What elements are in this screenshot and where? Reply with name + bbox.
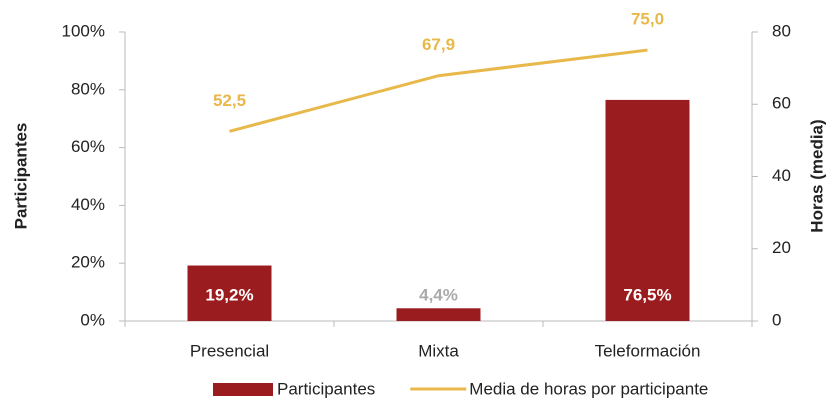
x-tick-label: Presencial [190, 341, 269, 360]
y-tick-label: 0% [80, 310, 105, 329]
y2-tick-label: 40 [772, 166, 791, 185]
bar [187, 265, 272, 321]
data-label: 4,4% [419, 285, 458, 304]
y-tick-label: 80% [71, 79, 105, 98]
bar [396, 308, 481, 321]
y-tick-label: 60% [71, 137, 105, 156]
data-label: 52,5 [213, 91, 246, 110]
y2-axis-label: Horas (media) [807, 119, 826, 232]
y2-tick-label: 80 [772, 21, 791, 40]
line [229, 48, 648, 133]
data-label: 67,9 [422, 35, 455, 54]
y-tick-label: 40% [71, 195, 105, 214]
y-axis-label: Participantes [11, 123, 30, 230]
legend-swatch [213, 383, 273, 396]
legend-label: Media de horas por participante [469, 379, 708, 398]
data-label: 76,5% [623, 285, 671, 304]
y2-tick-label: 60 [772, 94, 791, 113]
y2-tick-label: 20 [772, 238, 791, 257]
y-tick-label: 100% [62, 21, 105, 40]
y-tick-label: 20% [71, 253, 105, 272]
x-tick-label: Mixta [418, 341, 459, 360]
y2-tick-label: 0 [772, 310, 781, 329]
data-label: 19,2% [205, 285, 253, 304]
bar [605, 99, 690, 321]
data-label: 75,0 [631, 10, 664, 29]
legend-label: Participantes [277, 379, 375, 398]
x-tick-label: Teleformación [595, 341, 701, 360]
